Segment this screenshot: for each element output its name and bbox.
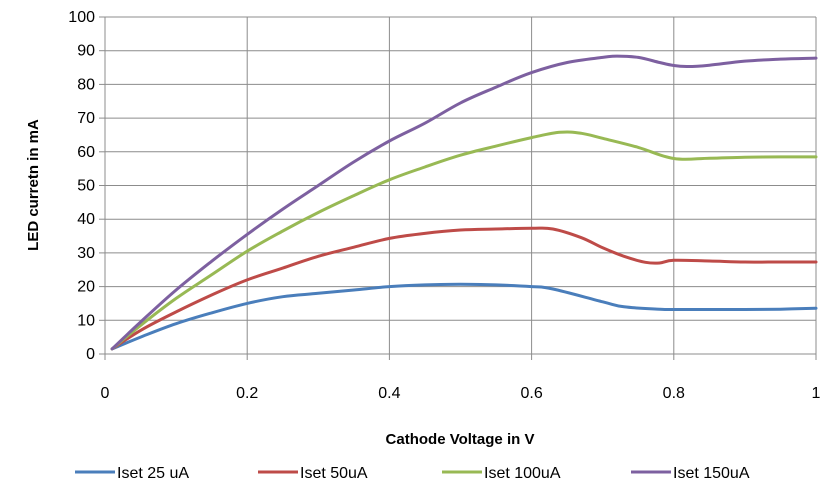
legend-label-2: Iset 50uA — [300, 465, 368, 482]
legend-label-1: Iset 25 uA — [117, 465, 189, 482]
series-line-1 — [110, 282, 818, 351]
x-tick-label: 0.4 — [378, 385, 400, 402]
legend-label-3: Iset 100uA — [484, 465, 561, 482]
x-tick-label: 0.8 — [663, 385, 685, 402]
series-lines — [110, 54, 818, 351]
y-tick-label: 20 — [77, 279, 95, 296]
series-line-2 — [110, 226, 818, 351]
y-tick-label: 80 — [77, 76, 95, 93]
legend: Iset 25 uA Iset 50uA Iset 100uA Iset 150uA — [75, 465, 750, 482]
y-tick-label: 50 — [77, 178, 95, 195]
grid-lines — [105, 16, 817, 354]
y-tick-label: 70 — [77, 110, 95, 127]
x-axis-ticks: 0 0.2 0.4 0.6 0.8 1 — [101, 354, 821, 402]
y-tick-label: 30 — [77, 245, 95, 262]
y-tick-label: 100 — [68, 9, 95, 26]
x-tick-label: 0.2 — [236, 385, 258, 402]
series-line-3 — [110, 130, 818, 351]
x-tick-label: 1 — [812, 385, 821, 402]
x-tick-label: 0.6 — [520, 385, 542, 402]
x-axis-title: Cathode Voltage in V — [386, 431, 535, 448]
y-tick-label: 10 — [77, 312, 95, 329]
series-line-4 — [110, 54, 818, 351]
y-axis-ticks: 0 10 20 30 40 50 60 70 80 90 100 — [68, 9, 105, 363]
x-tick-label: 0 — [101, 385, 110, 402]
legend-label-4: Iset 150uA — [673, 465, 750, 482]
y-tick-label: 60 — [77, 144, 95, 161]
y-tick-label: 90 — [77, 43, 95, 60]
y-axis-title: LED curretn in mA — [25, 119, 42, 251]
y-tick-label: 40 — [77, 211, 95, 228]
y-tick-label: 0 — [86, 346, 95, 363]
